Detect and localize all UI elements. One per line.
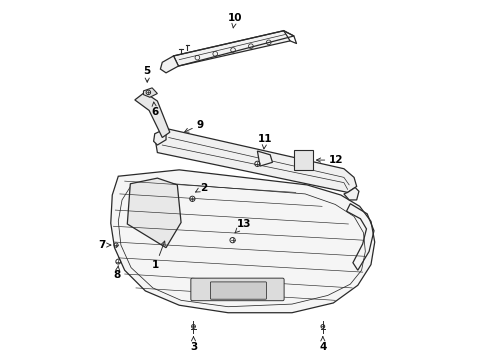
Text: 6: 6 <box>151 102 158 117</box>
Polygon shape <box>127 178 181 248</box>
Text: 2: 2 <box>196 183 207 193</box>
Text: 8: 8 <box>114 266 121 280</box>
Text: 11: 11 <box>258 134 272 149</box>
Polygon shape <box>156 129 357 192</box>
Polygon shape <box>111 170 375 313</box>
Polygon shape <box>173 31 290 66</box>
Text: 13: 13 <box>235 219 251 233</box>
Polygon shape <box>344 188 359 200</box>
Text: 5: 5 <box>144 66 151 82</box>
Polygon shape <box>294 150 313 170</box>
Polygon shape <box>144 88 157 97</box>
Text: 12: 12 <box>317 155 343 165</box>
FancyBboxPatch shape <box>210 282 267 299</box>
Text: 4: 4 <box>319 337 326 352</box>
Polygon shape <box>257 151 272 166</box>
Text: 9: 9 <box>185 120 203 132</box>
FancyBboxPatch shape <box>191 278 284 301</box>
Text: 10: 10 <box>227 13 242 28</box>
Text: 3: 3 <box>190 337 197 352</box>
Polygon shape <box>135 93 170 138</box>
Text: 1: 1 <box>152 241 165 270</box>
Polygon shape <box>160 56 178 73</box>
Polygon shape <box>154 129 166 145</box>
Text: 7: 7 <box>98 240 111 250</box>
